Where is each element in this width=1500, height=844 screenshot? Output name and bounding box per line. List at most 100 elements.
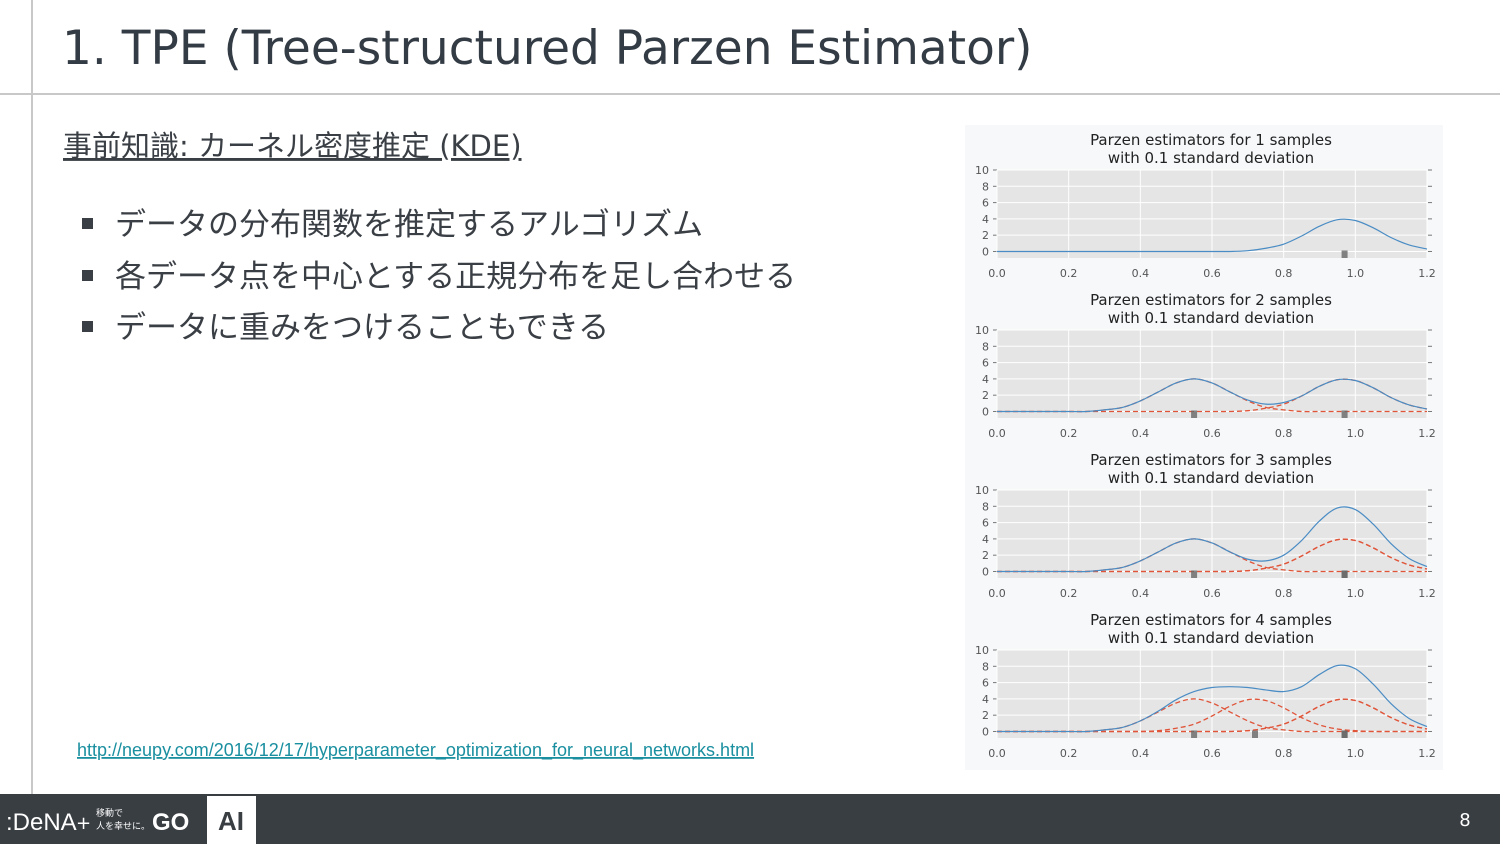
x-tick-label: 1.2 <box>1418 427 1436 440</box>
brand-plus: + <box>76 813 91 834</box>
y-tick-label: 6 <box>982 677 989 690</box>
x-tick-label: 0.8 <box>1275 267 1293 280</box>
density-curve <box>997 664 1428 733</box>
y-tick-label: 0 <box>982 245 989 258</box>
x-tick-label: 1.0 <box>1347 747 1365 760</box>
x-tick-label: 0.8 <box>1275 427 1293 440</box>
y-tick-label: 0 <box>982 405 989 418</box>
y-tick-label: 10 <box>975 324 989 337</box>
component-curve <box>997 698 1427 733</box>
chart-subtitle: with 0.1 standard deviation <box>1108 309 1314 327</box>
y-tick-label: 8 <box>982 660 989 673</box>
x-tick-label: 0.0 <box>988 427 1006 440</box>
x-tick-label: 0.2 <box>1060 267 1078 280</box>
y-tick-label: 10 <box>975 484 989 497</box>
x-tick-label: 0.6 <box>1203 427 1221 440</box>
y-tick-label: 4 <box>982 213 989 226</box>
x-tick-label: 0.6 <box>1203 587 1221 600</box>
y-tick-label: 6 <box>982 357 989 370</box>
y-tick-label: 6 <box>982 517 989 530</box>
sample-marker <box>1341 250 1348 258</box>
chart-subtitle: with 0.1 standard deviation <box>1108 149 1314 167</box>
x-tick-label: 0.4 <box>1132 747 1150 760</box>
sample-marker <box>1341 570 1348 578</box>
x-tick-label: 0.2 <box>1060 747 1078 760</box>
section-heading: 事前知識: カーネル密度推定 (KDE) <box>63 129 522 163</box>
page-number: 8 <box>1459 810 1470 831</box>
x-tick-label: 0.8 <box>1275 587 1293 600</box>
y-tick-label: 10 <box>975 164 989 177</box>
x-tick-label: 0.4 <box>1132 427 1150 440</box>
x-tick-label: 0.8 <box>1275 747 1293 760</box>
x-tick-label: 1.2 <box>1418 587 1436 600</box>
x-tick-label: 0.6 <box>1203 267 1221 280</box>
x-tick-label: 0.0 <box>988 747 1006 760</box>
x-tick-label: 0.2 <box>1060 587 1078 600</box>
y-tick-label: 8 <box>982 500 989 513</box>
component-curve <box>997 538 1427 573</box>
y-tick-label: 8 <box>982 180 989 193</box>
y-tick-label: 2 <box>982 389 989 402</box>
sample-marker <box>1341 730 1348 738</box>
component-curve <box>997 538 1428 573</box>
bullet-marker <box>82 270 93 281</box>
component-curve <box>997 698 1427 733</box>
chart-title: Parzen estimators for 4 samples <box>1090 611 1332 629</box>
x-tick-label: 1.2 <box>1418 267 1436 280</box>
sample-marker <box>1191 410 1198 418</box>
x-tick-label: 1.2 <box>1418 747 1436 760</box>
bullet-marker <box>82 218 93 229</box>
x-tick-label: 1.0 <box>1347 267 1365 280</box>
component-curve <box>997 698 1428 733</box>
y-tick-label: 4 <box>982 533 989 546</box>
sample-marker <box>1341 410 1348 418</box>
go-logo: GO <box>152 809 189 836</box>
chart-subtitle: with 0.1 standard deviation <box>1108 469 1314 487</box>
sample-marker <box>1252 730 1258 738</box>
chart-title: Parzen estimators for 1 samples <box>1090 131 1332 149</box>
y-tick-label: 2 <box>982 709 989 722</box>
density-curve <box>997 218 1428 253</box>
y-tick-label: 6 <box>982 197 989 210</box>
sample-marker <box>1191 570 1198 578</box>
chart-title: Parzen estimators for 2 samples <box>1090 291 1332 309</box>
x-tick-label: 1.0 <box>1347 427 1365 440</box>
bullet-text: 各データ点を中心とする正規分布を足し合わせる <box>115 259 796 295</box>
y-tick-label: 8 <box>982 340 989 353</box>
component-curve <box>996 378 1427 413</box>
ai-box <box>207 796 256 844</box>
y-tick-label: 2 <box>982 549 989 562</box>
bullet-text: データの分布関数を推定するアルゴリズム <box>115 207 703 243</box>
y-tick-label: 4 <box>982 373 989 386</box>
density-curve <box>996 378 1428 413</box>
x-tick-label: 0.4 <box>1132 267 1150 280</box>
x-tick-label: 0.2 <box>1060 427 1078 440</box>
tagline: 移動で <box>96 807 123 819</box>
x-tick-label: 0.0 <box>988 587 1006 600</box>
chart-title: Parzen estimators for 3 samples <box>1090 451 1332 469</box>
y-tick-label: 10 <box>975 644 989 657</box>
y-tick-label: 0 <box>982 725 989 738</box>
density-curve <box>997 506 1428 573</box>
x-tick-label: 0.0 <box>988 267 1006 280</box>
y-tick-label: 0 <box>982 565 989 578</box>
x-tick-label: 0.4 <box>1132 587 1150 600</box>
bullet-marker <box>82 321 93 332</box>
chart-subtitle: with 0.1 standard deviation <box>1108 629 1314 647</box>
source-link[interactable]: http://neupy.com/2016/12/17/hyperparamet… <box>77 740 754 761</box>
bullet-text: データに重みをつけることもできる <box>115 310 609 346</box>
y-tick-label: 2 <box>982 229 989 242</box>
slide-title: 1. TPE (Tree-structured Parzen Estimator… <box>62 21 1033 76</box>
brand-logo: :DeNA <box>6 809 77 836</box>
tagline: 人を幸せに。 <box>96 821 150 832</box>
x-tick-label: 0.6 <box>1203 747 1221 760</box>
x-tick-label: 1.0 <box>1347 587 1365 600</box>
ai-logo: AI <box>218 806 244 836</box>
y-tick-label: 4 <box>982 693 989 706</box>
